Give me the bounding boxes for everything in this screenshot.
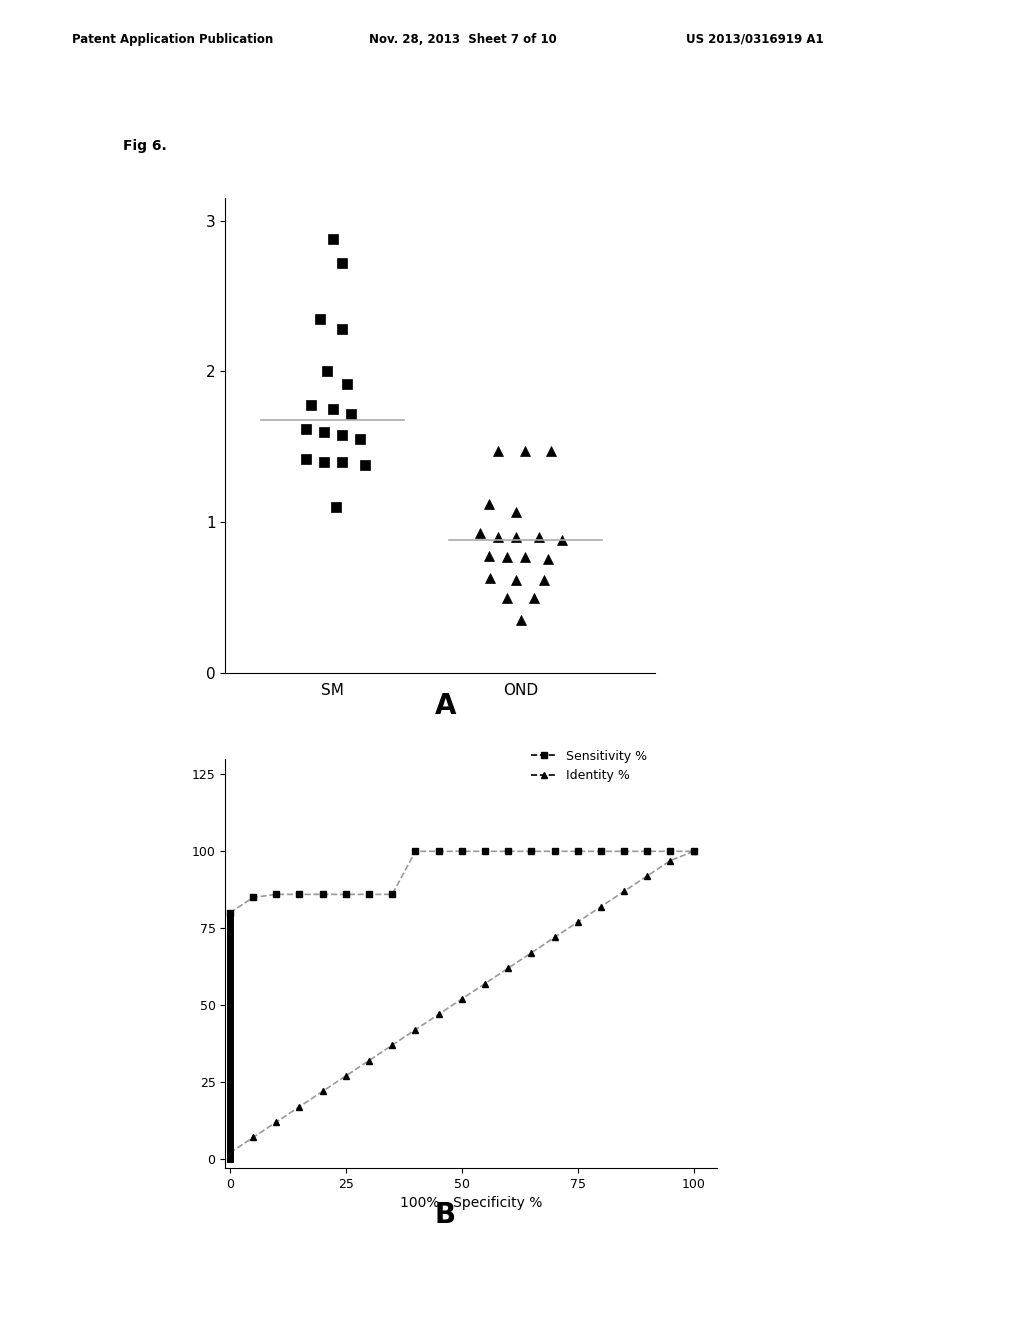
Identity % (386, 1038, 398, 1053)
Identity % (617, 883, 630, 899)
Sensitivity % (641, 843, 653, 859)
Identity % (293, 1098, 305, 1114)
Sensitivity % (410, 843, 422, 859)
Legend: Sensitivity %, Identity %: Sensitivity %, Identity % (526, 744, 652, 787)
Identity % (549, 929, 561, 945)
Sensitivity % (595, 843, 607, 859)
Line: Identity %: Identity % (226, 847, 697, 1156)
Text: B: B (435, 1201, 456, 1229)
Sensitivity % (665, 843, 677, 859)
Identity % (456, 991, 468, 1007)
Identity % (224, 1144, 237, 1160)
Sensitivity % (340, 887, 352, 903)
Text: Nov. 28, 2013  Sheet 7 of 10: Nov. 28, 2013 Sheet 7 of 10 (369, 33, 556, 46)
Identity % (502, 960, 514, 975)
Text: A: A (435, 692, 456, 719)
Sensitivity % (386, 887, 398, 903)
Identity % (316, 1084, 329, 1100)
Text: Fig 6.: Fig 6. (123, 139, 167, 153)
X-axis label: 100% - Specificity %: 100% - Specificity % (399, 1196, 543, 1210)
Sensitivity % (432, 843, 444, 859)
Identity % (479, 975, 492, 991)
Identity % (270, 1114, 283, 1130)
Sensitivity % (270, 887, 283, 903)
Sensitivity % (571, 843, 584, 859)
Sensitivity % (479, 843, 492, 859)
Text: Patent Application Publication: Patent Application Publication (72, 33, 273, 46)
Sensitivity % (247, 890, 259, 906)
Identity % (340, 1068, 352, 1084)
Sensitivity % (525, 843, 538, 859)
Sensitivity % (617, 843, 630, 859)
Sensitivity % (502, 843, 514, 859)
Sensitivity % (293, 887, 305, 903)
Identity % (687, 843, 699, 859)
Sensitivity % (456, 843, 468, 859)
Identity % (641, 869, 653, 884)
Sensitivity % (316, 887, 329, 903)
Sensitivity % (687, 843, 699, 859)
Identity % (247, 1130, 259, 1146)
Identity % (525, 945, 538, 961)
Line: Sensitivity %: Sensitivity % (226, 847, 697, 916)
Identity % (595, 899, 607, 915)
Identity % (432, 1006, 444, 1022)
Identity % (571, 915, 584, 931)
Identity % (410, 1022, 422, 1038)
Identity % (362, 1052, 375, 1068)
Sensitivity % (362, 887, 375, 903)
Sensitivity % (549, 843, 561, 859)
Identity % (665, 853, 677, 869)
Text: US 2013/0316919 A1: US 2013/0316919 A1 (686, 33, 823, 46)
Sensitivity % (224, 906, 237, 921)
